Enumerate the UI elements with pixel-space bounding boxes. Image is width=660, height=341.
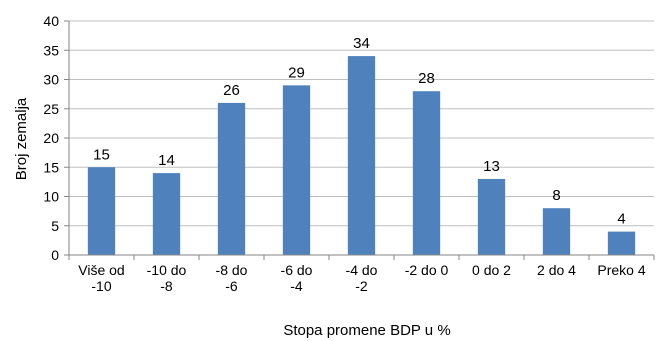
data-label: 15 (93, 146, 110, 163)
bar (282, 85, 311, 255)
y-tick-label: 5 (51, 218, 59, 234)
x-tick-label: -6 do (281, 262, 313, 278)
y-tick-labels: 0 5 10 15 20 25 30 35 40 (43, 13, 69, 263)
bar (217, 102, 246, 256)
x-tick-label: -4 do (346, 262, 378, 278)
bar (152, 173, 181, 255)
x-tick-label: -4 (290, 278, 303, 294)
x-tick-label: -10 (91, 278, 111, 294)
x-axis-title: Stopa promene BDP u % (283, 322, 450, 339)
x-tick-label: -8 (160, 278, 173, 294)
y-tick-label: 20 (43, 130, 59, 146)
y-tick-label: 30 (43, 72, 59, 88)
y-tick-label: 25 (43, 101, 59, 117)
y-tick-label: 10 (43, 189, 59, 205)
data-labels: 15 14 26 29 34 28 13 8 4 (93, 35, 626, 228)
data-label: 14 (158, 152, 175, 169)
data-label: 13 (483, 158, 500, 175)
bars (87, 56, 636, 256)
x-tick-label: 0 do 2 (472, 262, 511, 278)
bar (87, 167, 116, 255)
y-tick-label: 40 (43, 13, 59, 29)
y-tick-label: 35 (43, 42, 59, 58)
y-tick-label: 0 (51, 247, 59, 263)
data-label: 26 (223, 82, 240, 99)
x-tick-label: -2 do 0 (405, 262, 449, 278)
bar (347, 56, 376, 255)
bar (412, 91, 441, 255)
bar (542, 208, 571, 255)
x-tick-label: Više od (78, 262, 124, 278)
data-label: 4 (617, 211, 625, 228)
x-tick-label: -10 do (147, 262, 187, 278)
y-tick-label: 15 (43, 159, 59, 175)
data-label: 8 (552, 187, 560, 204)
x-tick-label: -6 (225, 278, 238, 294)
data-label: 28 (418, 70, 435, 87)
bar (607, 231, 636, 255)
data-label: 34 (353, 35, 370, 52)
x-tick-label: 2 do 4 (537, 262, 576, 278)
x-tick-label: -2 (355, 278, 368, 294)
x-tick-label: -8 do (216, 262, 248, 278)
x-tick-labels: Više od-10 -10 do-8 -8 do-6 -6 do-4 -4 do-2 -… (68, 255, 655, 294)
data-label: 29 (288, 64, 305, 81)
y-axis-title: Broj zemalja (13, 97, 30, 180)
bar (477, 178, 506, 255)
x-tick-label: Preko 4 (597, 262, 645, 278)
